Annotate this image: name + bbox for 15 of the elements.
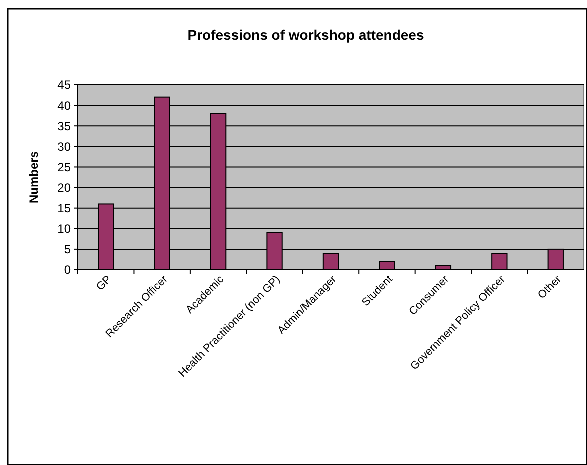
y-tick-label: 45 xyxy=(58,78,72,92)
y-tick-label: 0 xyxy=(64,263,72,278)
y-tick-label: 20 xyxy=(58,180,72,195)
y-axis-title: Numbers xyxy=(27,151,41,204)
y-tick-label: 40 xyxy=(58,98,72,113)
chart-title: Professions of workshop attendees xyxy=(188,27,424,43)
y-tick-label: 10 xyxy=(58,222,72,236)
y-tick-label: 30 xyxy=(58,140,72,154)
x-tick-label: GP xyxy=(94,274,114,294)
bar xyxy=(492,253,508,270)
bar xyxy=(322,253,340,270)
y-tick-label: 15 xyxy=(58,202,72,216)
y-tick-label: 25 xyxy=(58,160,72,174)
y-tick-label: 5 xyxy=(64,242,72,257)
y-tick-label: 35 xyxy=(58,119,72,134)
